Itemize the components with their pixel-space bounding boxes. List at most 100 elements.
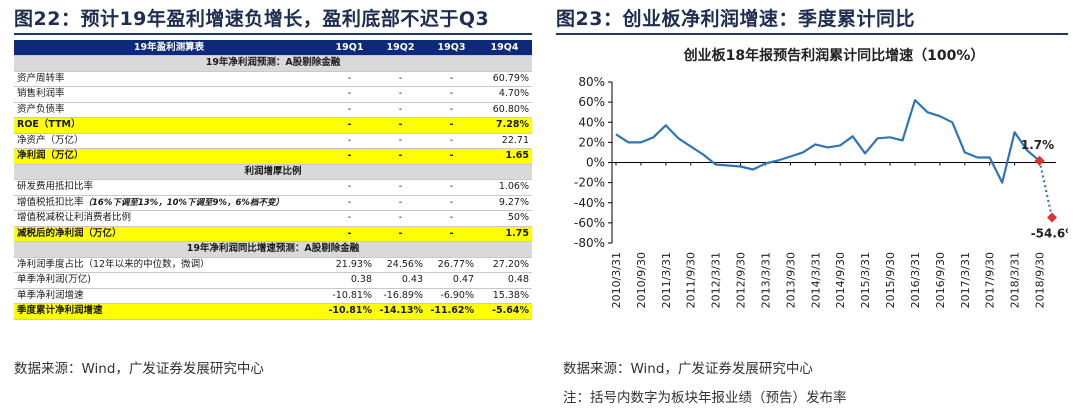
row-label: 净利润（万亿） xyxy=(17,150,84,162)
value-cell: - xyxy=(426,86,477,103)
x-tick-label: 2015/3/31 xyxy=(859,252,872,308)
table-row: 增值税减税让利消费者比例 - - -50% xyxy=(14,210,532,227)
value-cell: - xyxy=(426,210,477,227)
value-cell: - xyxy=(426,148,477,165)
x-tick-label: 2014/9/30 xyxy=(834,252,847,308)
left-source-note: 数据来源：Wind，广发证券发展研究中心 xyxy=(14,361,264,377)
value-cell: - xyxy=(426,71,477,87)
section-title: 利润增厚比例 xyxy=(14,164,532,180)
y-tick-label: 20% xyxy=(578,135,605,149)
table-header-quarter: 19Q2 xyxy=(375,40,426,56)
value-cell: - xyxy=(426,117,477,134)
x-tick-label: 2010/9/30 xyxy=(635,252,648,308)
value-cell: -14.13% xyxy=(375,303,426,320)
section-title: 19年净利润同比增速预测：A股剔除金融 xyxy=(14,241,532,258)
value-cell: 21.93% xyxy=(324,257,375,273)
value-cell: - xyxy=(375,226,426,242)
right-source-note: 数据来源：Wind，广发证券发展研究中心 xyxy=(563,361,813,377)
series-line xyxy=(615,98,1041,184)
y-tick-label: 80% xyxy=(578,75,605,89)
value-cell: - xyxy=(375,117,426,134)
x-tick-label: 2014/3/31 xyxy=(809,252,822,308)
value-cell: 7.28% xyxy=(477,117,532,134)
value-cell: - xyxy=(324,195,375,211)
value-cell: 0.47 xyxy=(426,272,477,289)
row-label-note: （16%下调至13%，10%下调至9%，6%档不变） xyxy=(83,197,284,208)
table-section-header: 19年净利润同比增速预测：A股剔除金融 xyxy=(14,241,532,258)
value-cell: - xyxy=(375,195,426,211)
value-cell: -11.62% xyxy=(426,303,477,320)
table-row: 增值税抵扣比率（16%下调至13%，10%下调至9%，6%档不变） - - -9.27… xyxy=(14,195,532,211)
table-row: 销售利润率 - - -4.70% xyxy=(14,86,532,103)
value-cell: 1.65 xyxy=(477,148,532,165)
x-tick-label: 2015/9/30 xyxy=(884,252,897,308)
y-tick-label: 60% xyxy=(578,95,605,109)
table-section-header: 19年净利润预测：A股剔除金融 xyxy=(14,55,532,72)
table-row-highlight: ROE（TTM） - - -7.28% xyxy=(14,117,532,134)
row-label-cell: 净利润（万亿） xyxy=(14,148,324,165)
row-label-cell: 减税后的净利润（万亿） xyxy=(14,226,324,242)
value-cell: 0.38 xyxy=(324,272,375,289)
value-cell: 60.80% xyxy=(477,102,532,118)
y-tick-label: 0% xyxy=(586,156,605,170)
y-tick-label: -40% xyxy=(574,196,605,210)
row-label-cell: 增值税减税让利消费者比例 xyxy=(14,210,324,227)
row-label-cell: ROE（TTM） xyxy=(14,117,324,134)
value-cell: - xyxy=(375,86,426,103)
series-forecast-segment xyxy=(1038,160,1054,218)
row-label: ROE（TTM） xyxy=(17,119,81,131)
value-cell: - xyxy=(324,210,375,227)
value-cell: - xyxy=(324,226,375,242)
row-label-cell: 季度累计净利润增速 xyxy=(14,303,324,320)
right-figure-title: 图23：创业板净利润增速：季度累计同比 xyxy=(556,8,915,30)
value-cell: - xyxy=(426,226,477,242)
value-cell: - xyxy=(375,179,426,196)
table-row: 净利润季度占比（12年以来的中位数，微调） 21.93% 24.56% 26.77% 2… xyxy=(14,257,532,273)
value-cell: - xyxy=(375,71,426,87)
y-tick-label: 40% xyxy=(578,115,605,129)
x-tick-label: 2018/3/31 xyxy=(1009,252,1022,308)
x-tick-label: 2018/9/30 xyxy=(1034,252,1047,308)
row-label: 增值税减税让利消费者比例 xyxy=(17,212,132,224)
row-label-cell: 研发费用抵扣比率 xyxy=(14,179,324,196)
value-cell: - xyxy=(426,133,477,149)
x-tick-label: 2012/9/30 xyxy=(735,252,748,308)
value-cell: - xyxy=(324,133,375,149)
value-cell: - xyxy=(375,210,426,227)
chart-title: 创业板18年报预告利润累计同比增速（100%） xyxy=(683,47,985,64)
point-marker xyxy=(1034,155,1045,166)
table-row: 单季净利润(万亿) 0.38 0.43 0.47 0.48 xyxy=(14,272,532,289)
row-label: 单季净利润增速 xyxy=(17,289,84,301)
table-row: 单季净利润增速 -10.81% -16.89% -6.90% 15.38% xyxy=(14,288,532,304)
profit-growth-line-chart: 创业板18年报预告利润累计同比增速（100%） 80% 60% 40% 20% 0% -20… xyxy=(574,47,1068,308)
table-row-highlight: 季度累计净利润增速 -10.81% -14.13% -11.62% -5.64% xyxy=(14,303,532,320)
x-tick-label: 2011/9/30 xyxy=(685,252,698,308)
value-cell: 15.38% xyxy=(477,288,532,304)
y-tick-label: -60% xyxy=(574,216,605,230)
row-label: 增值税抵扣比率 xyxy=(17,196,84,208)
value-cell: 24.56% xyxy=(375,257,426,273)
row-label-cell: 增值税抵扣比率（16%下调至13%，10%下调至9%，6%档不变） xyxy=(14,195,324,211)
table-header-title: 19年盈利测算表 xyxy=(14,40,324,56)
value-cell: 0.43 xyxy=(375,272,426,289)
table-header-quarter: 19Q3 xyxy=(426,40,477,56)
x-tick-label: 2017/3/31 xyxy=(959,252,972,308)
value-cell: -5.64% xyxy=(477,303,532,320)
value-cell: 50% xyxy=(477,210,532,227)
value-cell: 27.20% xyxy=(477,257,532,273)
row-label-cell: 净资产（万亿） xyxy=(14,133,324,149)
row-label: 净利润季度占比（12年以来的中位数，微调） xyxy=(17,258,210,270)
value-cell: 1.06% xyxy=(477,179,532,196)
table-row: 净资产（万亿） - - -22.71 xyxy=(14,133,532,149)
point-marker xyxy=(1047,212,1057,223)
value-cell: - xyxy=(324,117,375,134)
row-label: 净资产（万亿） xyxy=(17,134,84,146)
table-section-header: 利润增厚比例 xyxy=(14,164,532,180)
section-title: 19年净利润预测：A股剔除金融 xyxy=(14,55,532,72)
table-row: 研发费用抵扣比率 - - -1.06% xyxy=(14,179,532,196)
row-label: 销售利润率 xyxy=(17,88,65,100)
value-cell: - xyxy=(324,71,375,87)
row-label: 减税后的净利润（万亿） xyxy=(17,227,122,239)
row-label: 资产周转率 xyxy=(17,72,65,84)
value-cell: -16.89% xyxy=(375,288,426,304)
